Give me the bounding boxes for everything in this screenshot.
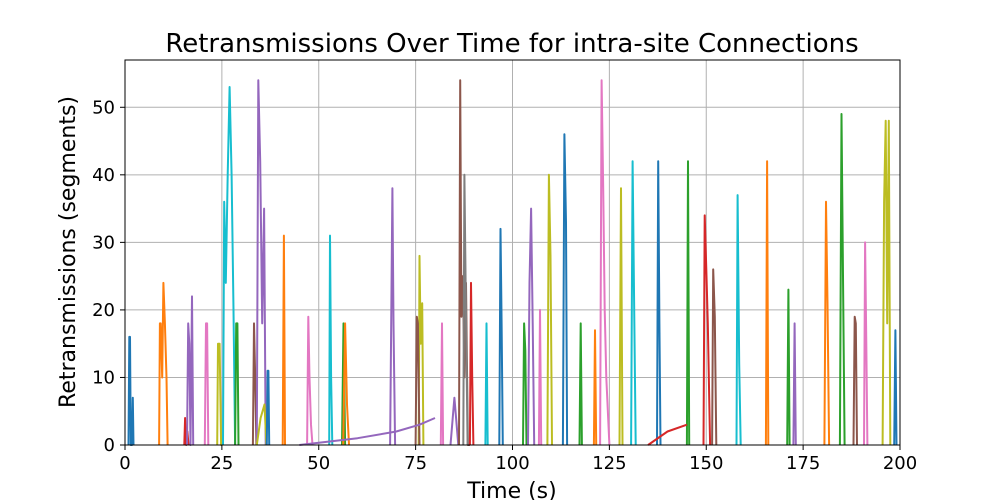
series-line-10	[255, 403, 268, 446]
series-line-46	[838, 113, 846, 446]
x-tick-label: 200	[883, 453, 917, 474]
series-line-30	[546, 173, 553, 446]
series-line-51	[299, 417, 436, 446]
axis-ticks: 0 25 50 75 100 125 150 175 200 0 10 20 30 40 50	[92, 97, 917, 474]
x-tick-label: 175	[786, 453, 820, 474]
series-line-18	[417, 254, 425, 446]
series-line-35	[618, 187, 624, 446]
series-line-34	[599, 79, 611, 446]
series-line-9	[255, 79, 267, 446]
y-tick-label: 30	[92, 232, 115, 253]
x-tick-label: 25	[210, 453, 233, 474]
series-line-4	[203, 322, 210, 446]
series-line-33	[592, 329, 598, 446]
x-axis-label: Time (s)	[466, 479, 556, 500]
series-line-38	[685, 160, 691, 446]
y-tick-label: 40	[92, 165, 115, 186]
series-line-42	[764, 160, 770, 446]
series-line-13	[306, 315, 314, 446]
series-line-14	[328, 234, 334, 446]
series-line-7	[234, 322, 240, 446]
series-line-41	[735, 194, 742, 446]
series-line-52	[647, 423, 688, 446]
series-lines	[127, 79, 898, 446]
series-line-20	[439, 322, 445, 446]
series-line-11	[265, 369, 271, 446]
series-line-45	[823, 200, 831, 446]
x-tick-label: 100	[495, 453, 529, 474]
y-axis-label: Retransmissions (segments)	[56, 96, 81, 408]
series-line-0	[127, 335, 135, 446]
series-line-21	[449, 396, 460, 446]
x-tick-label: 0	[119, 453, 130, 474]
chart-title: Retransmissions Over Time for intra-site…	[165, 29, 858, 59]
x-tick-label: 150	[689, 453, 723, 474]
series-line-3	[186, 295, 195, 446]
series-line-31	[561, 133, 569, 446]
series-line-1	[158, 281, 169, 446]
x-tick-label: 75	[404, 453, 427, 474]
series-line-43	[786, 288, 791, 446]
series-line-39	[702, 214, 712, 446]
y-tick-label: 50	[92, 97, 115, 118]
series-line-32	[578, 322, 583, 446]
x-tick-label: 125	[592, 453, 626, 474]
series-line-50	[893, 329, 898, 446]
series-line-29	[537, 308, 543, 446]
y-tick-label: 20	[92, 300, 115, 321]
series-line-26	[498, 227, 504, 446]
x-tick-label: 50	[307, 453, 330, 474]
series-line-49	[881, 119, 892, 446]
series-line-27	[522, 322, 528, 446]
y-tick-label: 10	[92, 367, 115, 388]
series-line-12	[281, 234, 286, 446]
series-line-6	[222, 86, 237, 446]
series-line-40	[711, 268, 718, 446]
series-line-16	[342, 322, 350, 446]
y-tick-label: 0	[104, 435, 115, 456]
series-line-8	[251, 322, 258, 446]
series-line-23	[462, 173, 469, 446]
series-line-44	[792, 322, 797, 446]
series-line-36	[630, 160, 637, 446]
series-line-24	[468, 281, 475, 446]
series-line-17	[389, 187, 397, 446]
series-line-25	[484, 322, 489, 446]
series-line-48	[863, 241, 869, 446]
series-line-37	[656, 160, 662, 446]
series-line-28	[527, 207, 536, 446]
grid-lines	[124, 60, 901, 446]
series-line-19	[414, 315, 421, 446]
series-line-47	[852, 315, 858, 446]
